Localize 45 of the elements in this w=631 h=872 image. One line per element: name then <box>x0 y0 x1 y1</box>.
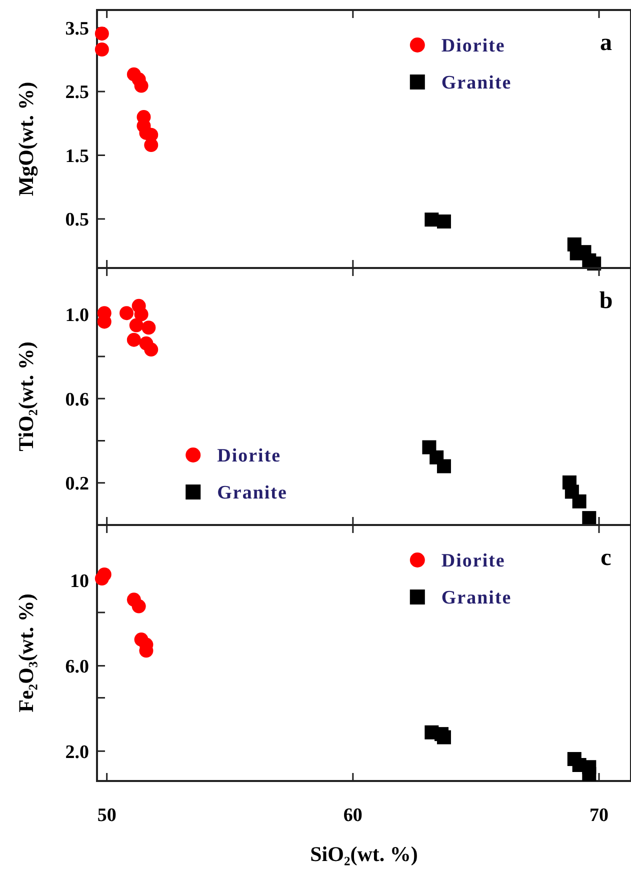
point <box>120 306 134 320</box>
y-tick-label: 1.0 <box>65 304 89 326</box>
annotation: a <box>600 30 612 56</box>
point <box>134 307 148 322</box>
x-tick-label: 70 <box>590 805 609 826</box>
x-tick-label: 60 <box>343 805 362 826</box>
legend-label: Diorite <box>441 36 506 57</box>
y-axis-title: TiO₂(wt. %) <box>14 342 38 452</box>
y-tick-label: 0.5 <box>65 210 89 231</box>
point <box>94 42 109 56</box>
point <box>142 320 156 335</box>
legend-label: Granite <box>441 72 512 94</box>
legend-label: Granite <box>217 482 288 504</box>
legend-label: Diorite <box>441 550 506 572</box>
point <box>126 332 141 347</box>
y-tick-label: 6.0 <box>65 656 89 678</box>
point <box>436 730 451 744</box>
annotation: b <box>599 288 613 314</box>
y-tick-label: 2.5 <box>65 82 89 104</box>
point <box>424 212 439 227</box>
point <box>144 342 158 357</box>
point <box>582 766 596 781</box>
point <box>129 318 144 332</box>
y-tick-label: 10 <box>70 571 89 592</box>
y-tick-label: 0.2 <box>65 474 89 495</box>
point <box>572 494 586 508</box>
y-tick-label: 0.6 <box>65 389 89 410</box>
point <box>582 511 596 526</box>
point <box>436 214 451 228</box>
point <box>97 567 112 582</box>
y-tick-label: 3.5 <box>65 18 89 40</box>
y-axis-title: MgO(wt. %) <box>14 82 38 196</box>
point <box>436 459 451 474</box>
y-axis-title: Fe₂O₃(wt. %) <box>14 594 38 712</box>
annotation: c <box>600 545 612 571</box>
y-tick-label: 2.0 <box>65 742 89 763</box>
x-axis-title: SiO₂(wt. %) <box>310 842 418 866</box>
point <box>144 138 158 152</box>
y-tick-label: 1.5 <box>65 146 89 167</box>
point <box>134 78 148 93</box>
legend-label: Diorite <box>217 446 282 467</box>
legend-label: Granite <box>441 588 512 609</box>
point <box>94 26 109 41</box>
point <box>132 599 146 614</box>
x-tick-label: 50 <box>97 805 116 826</box>
